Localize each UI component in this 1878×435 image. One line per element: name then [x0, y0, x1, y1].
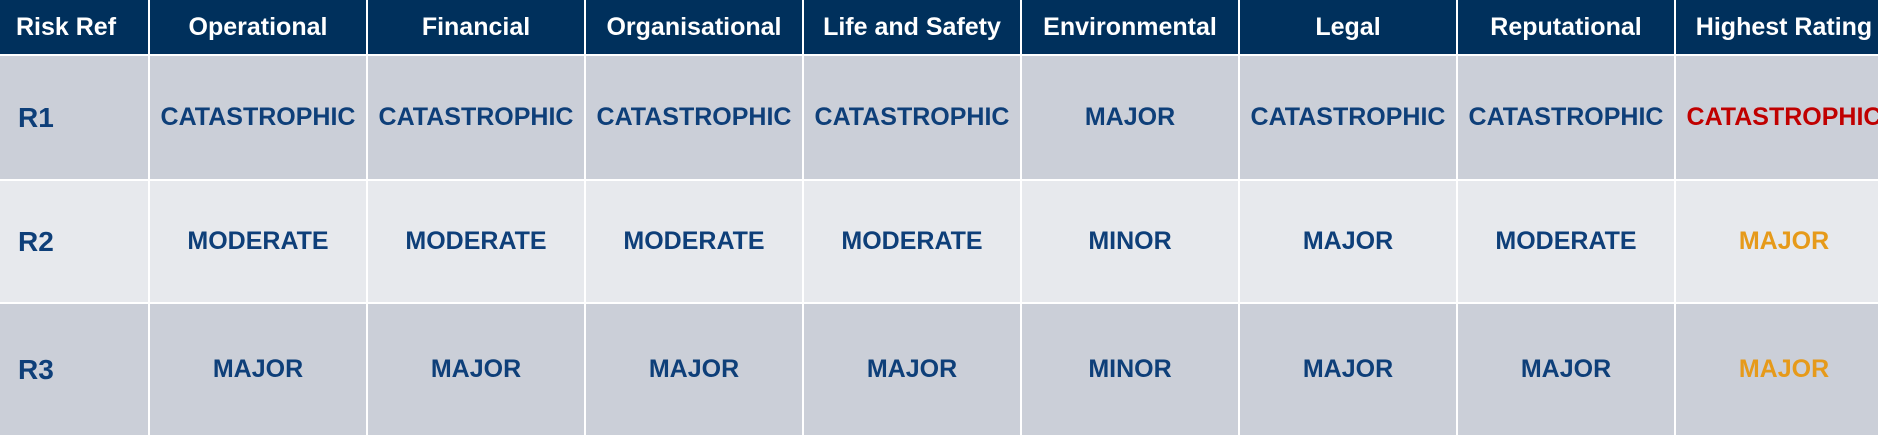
header-highest-rating: Highest Rating — [1676, 0, 1878, 54]
row-r1-ref: R1 — [0, 56, 148, 179]
header-environmental: Environmental — [1022, 0, 1238, 54]
row-r3-operational: MAJOR — [150, 304, 366, 435]
row-r1-operational: CATASTROPHIC — [150, 56, 366, 179]
header-operational: Operational — [150, 0, 366, 54]
header-risk-ref: Risk Ref — [0, 0, 148, 54]
row-r3-legal: MAJOR — [1240, 304, 1456, 435]
row-r1-life-and-safety: CATASTROPHIC — [804, 56, 1020, 179]
row-r2-financial: MODERATE — [368, 181, 584, 302]
row-r3-ref: R3 — [0, 304, 148, 435]
header-financial: Financial — [368, 0, 584, 54]
header-legal: Legal — [1240, 0, 1456, 54]
row-r2-legal: MAJOR — [1240, 181, 1456, 302]
row-r3-environmental: MINOR — [1022, 304, 1238, 435]
row-r3-reputational: MAJOR — [1458, 304, 1674, 435]
row-r2-highest-rating: MAJOR — [1676, 181, 1878, 302]
row-r3-life-and-safety: MAJOR — [804, 304, 1020, 435]
row-r1-highest-rating: CATASTROPHIC — [1676, 56, 1878, 179]
row-r2-operational: MODERATE — [150, 181, 366, 302]
row-r3-highest-rating: MAJOR — [1676, 304, 1878, 435]
header-reputational: Reputational — [1458, 0, 1674, 54]
row-r3-financial: MAJOR — [368, 304, 584, 435]
row-r2-ref: R2 — [0, 181, 148, 302]
row-r1-organisational: CATASTROPHIC — [586, 56, 802, 179]
row-r2-environmental: MINOR — [1022, 181, 1238, 302]
row-r1-financial: CATASTROPHIC — [368, 56, 584, 179]
header-life-and-safety: Life and Safety — [804, 0, 1020, 54]
row-r2-life-and-safety: MODERATE — [804, 181, 1020, 302]
row-r2-organisational: MODERATE — [586, 181, 802, 302]
header-organisational: Organisational — [586, 0, 802, 54]
row-r1-reputational: CATASTROPHIC — [1458, 56, 1674, 179]
row-r3-organisational: MAJOR — [586, 304, 802, 435]
row-r2-reputational: MODERATE — [1458, 181, 1674, 302]
row-r1-environmental: MAJOR — [1022, 56, 1238, 179]
row-r1-legal: CATASTROPHIC — [1240, 56, 1456, 179]
